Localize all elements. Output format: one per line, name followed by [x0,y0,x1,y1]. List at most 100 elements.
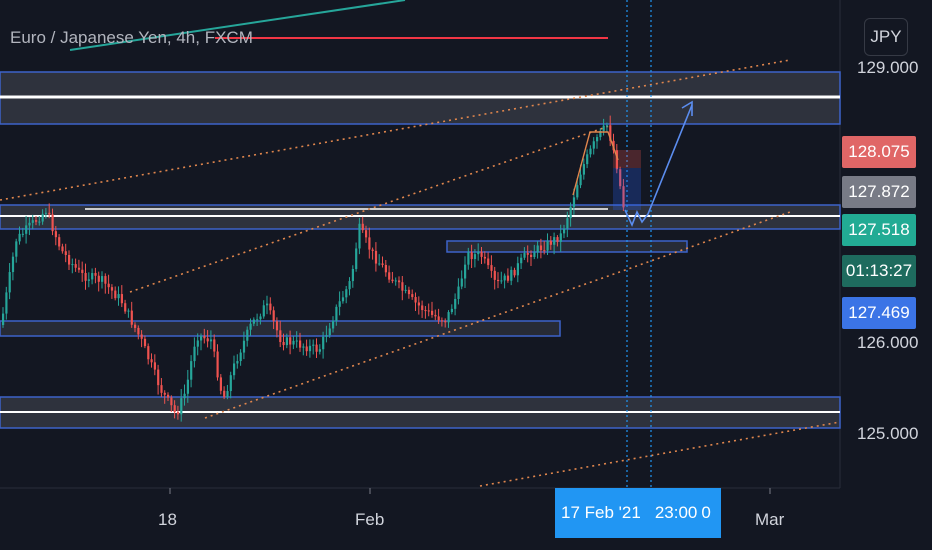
candle-body [229,375,232,392]
candle-body [530,254,533,257]
candle-body [417,302,420,306]
candle-body [256,319,259,321]
candle-body [318,349,321,352]
candle-body [365,230,368,238]
candle-body [556,237,559,242]
candle-body [127,310,130,312]
candle-body [209,339,213,342]
candle-body [140,334,143,339]
candle-body [87,279,90,281]
candle-body [299,340,302,348]
candle-body [74,264,77,268]
candle-body [170,397,173,406]
candle-body [378,263,381,265]
candle-body [609,125,612,141]
time-tick-mar: Mar [755,510,785,529]
candle-body [338,301,341,307]
candle-body [206,338,209,342]
candle-body [35,220,38,222]
candle-body [200,336,203,341]
candle-body [196,340,199,347]
candle-body [526,253,529,255]
candle-body [183,393,186,399]
countdown-tag: 01:13:27 [842,255,916,287]
candle-body [289,337,292,345]
candle-body [242,340,246,353]
price-tick-129000: 129.000 [857,58,919,77]
candle-body [147,346,150,360]
candle-body [434,314,437,317]
currency-button[interactable]: JPY [864,18,908,56]
candle-body [414,297,417,303]
candle-body [503,275,506,281]
candle-body [61,246,64,252]
candle-body [602,125,605,131]
candle-body [569,206,572,219]
candle-body [186,379,189,394]
candle-body [71,264,74,266]
candle-body [566,218,569,229]
candle-body [15,241,18,257]
price-tick-126000: 126.000 [857,333,919,352]
candle-body [193,346,196,362]
candle-body [308,345,312,352]
candle-body [134,324,137,328]
candle-body [25,225,28,234]
candle-body [203,336,206,339]
candle-body [563,228,566,234]
candle-body [460,278,463,287]
candle-body [401,282,404,291]
candle-body [388,272,391,280]
candle-body [160,385,163,393]
candle-body [619,169,622,187]
candle-body [523,253,526,258]
candle-body [21,233,24,235]
candle-body [77,267,81,270]
candle-body [543,250,546,252]
candle-body [493,270,496,280]
candle-body [348,281,351,290]
candle-body [84,273,87,281]
candle-body [104,276,107,284]
candle-body [302,346,305,348]
candle-body [599,130,602,138]
candle-body [470,252,473,260]
candle-body [355,248,358,269]
candle-body [572,197,576,207]
cursor-lines [626,0,652,488]
candle-body [173,405,176,413]
candle-body [622,186,625,208]
candle-body [559,233,562,242]
candle-body [391,279,394,282]
candle-body [579,174,582,186]
candle-body [41,213,44,222]
candle-body [576,185,579,198]
highlight-time: 23:00 [654,503,698,522]
candle-body [546,240,549,251]
time-axis-highlight: 17 Feb '21 23:00 0 [555,488,721,538]
price-tag-red: 128.075 [842,136,916,168]
candle-body [107,283,110,288]
candle-body [477,251,480,255]
candle-body [612,140,615,151]
candle-body [48,212,51,215]
candle-body [279,330,282,343]
candle-body [431,310,434,315]
highlight-trailing: 0 [701,503,711,522]
candle-body [213,339,216,352]
candle-body [236,361,239,364]
candle-body [368,237,371,250]
candle-body [31,220,34,223]
price-tag-gray: 127.872 [842,176,916,208]
position-tool-box-2 [613,168,641,210]
candle-body [361,223,364,231]
candle-body [58,237,61,247]
candle-body [249,323,252,330]
candle-body [153,362,156,370]
candle-body [328,328,331,336]
candle-body [358,223,361,249]
candle-body [539,245,543,251]
candle-body [64,251,67,255]
price-tag-blue: 127.469 [842,297,916,329]
